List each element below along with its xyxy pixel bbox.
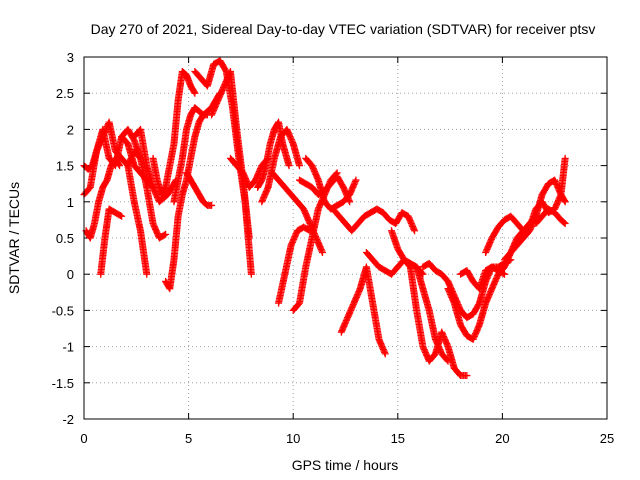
data-point xyxy=(444,357,452,365)
y-tick-label: -1.5 xyxy=(52,376,74,391)
data-point xyxy=(116,162,124,170)
series-s27 xyxy=(419,256,515,322)
y-tick-label: 3 xyxy=(67,50,74,65)
x-tick-label: 5 xyxy=(185,431,192,446)
y-tick-label: 1 xyxy=(67,195,74,210)
data-point xyxy=(411,227,419,235)
data-point xyxy=(561,198,569,206)
axis-ticks: -2 -1.5 -1 -0.5 0 0.5 1 1.5 2 2.5 3 0 5 10 15 20 25 xyxy=(52,50,615,446)
series-s30 xyxy=(482,154,569,256)
series-s13 xyxy=(208,67,253,242)
series-s4 xyxy=(97,205,126,278)
y-tick-label: -1 xyxy=(62,340,74,355)
data-point xyxy=(318,248,326,256)
data-point xyxy=(463,372,471,380)
data-point xyxy=(295,162,303,170)
x-tick-label: 15 xyxy=(391,431,405,446)
series-s18 xyxy=(275,223,314,307)
data-point xyxy=(143,270,151,278)
series-s26 xyxy=(413,263,452,365)
data-point xyxy=(247,270,255,278)
series-s11 xyxy=(183,169,216,209)
chart-title: Day 270 of 2021, Sidereal Day-to-day VTE… xyxy=(91,21,596,37)
y-tick-label: 2.5 xyxy=(56,86,74,101)
data-point xyxy=(499,269,507,277)
series-s10 xyxy=(170,104,211,206)
y-tick-label: 2 xyxy=(67,122,74,137)
data-point xyxy=(118,212,126,220)
series-s8 xyxy=(149,67,199,199)
x-axis-label: GPS time / hours xyxy=(292,457,399,473)
data-point xyxy=(285,162,293,170)
series-s16 xyxy=(254,118,293,191)
data-points xyxy=(80,57,569,380)
y-tick-label: 0.5 xyxy=(56,231,74,246)
data-point xyxy=(116,212,124,220)
series-s23 xyxy=(337,263,389,358)
data-point xyxy=(190,88,198,96)
series-s15 xyxy=(258,125,303,206)
y-tick-label: -0.5 xyxy=(52,303,74,318)
data-point xyxy=(346,198,354,206)
x-tick-label: 20 xyxy=(495,431,509,446)
data-point xyxy=(561,220,569,228)
series-s29 xyxy=(457,263,508,293)
data-point xyxy=(245,234,253,242)
data-point xyxy=(381,350,389,358)
data-point xyxy=(115,160,123,168)
series-s32 xyxy=(532,205,569,228)
series-s3 xyxy=(82,154,124,242)
x-tick-label: 10 xyxy=(286,431,300,446)
series-s22 xyxy=(329,205,419,235)
data-point xyxy=(162,230,170,238)
data-point xyxy=(560,197,568,205)
x-tick-label: 25 xyxy=(600,431,614,446)
data-point xyxy=(561,154,569,162)
series-s31 xyxy=(500,176,569,264)
data-point xyxy=(352,176,360,184)
y-tick-label: 1.5 xyxy=(56,159,74,174)
data-point xyxy=(208,201,216,209)
series-s7 xyxy=(124,162,151,278)
data-point xyxy=(160,231,168,239)
y-axis-label: SDTVAR / TECUs xyxy=(6,182,22,294)
x-tick-label: 0 xyxy=(80,431,87,446)
plot-frame xyxy=(83,56,608,420)
data-point xyxy=(500,270,508,278)
y-tick-label: -2 xyxy=(62,412,74,427)
data-point xyxy=(560,219,568,227)
y-tick-label: 0 xyxy=(67,267,74,282)
data-point xyxy=(191,89,199,97)
data-point xyxy=(443,356,451,364)
